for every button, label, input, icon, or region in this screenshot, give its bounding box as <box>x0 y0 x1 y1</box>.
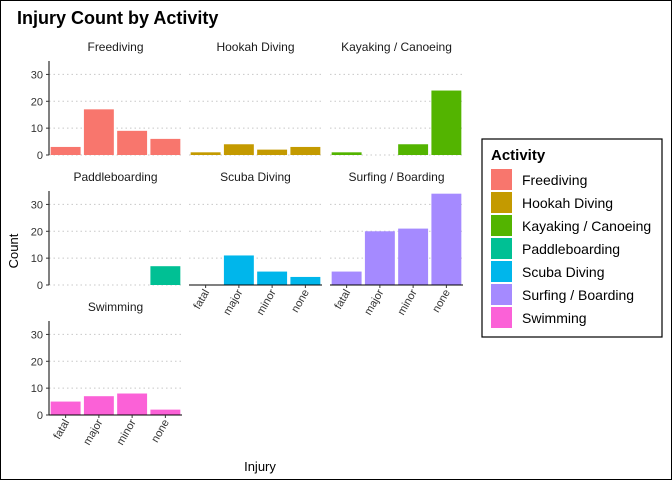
panel-scuba-diving: Scuba Diving fatal major minor none <box>189 170 322 317</box>
bar-freediving-fatal <box>50 146 81 155</box>
panel-title-surfing-boarding: Surfing / Boarding <box>348 170 444 184</box>
x-tick-label: major <box>362 287 386 317</box>
chart-title: Injury Count by Activity <box>17 8 218 28</box>
bar-freediving-minor <box>117 130 148 155</box>
panel-hookah-diving: Hookah Diving <box>189 40 322 156</box>
bar-surfing-boarding-minor <box>398 228 429 285</box>
bar-hookah-diving-minor <box>257 149 288 155</box>
legend-label-hookah-diving: Hookah Diving <box>522 195 613 211</box>
bar-scuba-diving-major <box>223 255 254 285</box>
bar-kayaking-canoeing-fatal <box>331 152 362 155</box>
panel-title-scuba-diving: Scuba Diving <box>220 170 291 184</box>
bar-kayaking-canoeing-none <box>431 90 462 155</box>
bar-hookah-diving-fatal <box>190 152 221 155</box>
x-tick-label: fatal <box>191 288 212 312</box>
legend-items: Freediving Hookah Diving Kayaking / Canoei… <box>491 169 651 328</box>
x-tick-label: minor <box>255 287 279 317</box>
legend-swatch-kayaking-canoeing <box>491 215 512 236</box>
x-tick-label: major <box>81 417 105 447</box>
panel-title-freediving: Freediving <box>87 40 143 54</box>
bar-kayaking-canoeing-minor <box>398 144 429 155</box>
panel-title-hookah-diving: Hookah Diving <box>216 40 294 54</box>
y-tick-label: 20 <box>31 356 43 368</box>
x-tick-label: none <box>289 288 312 315</box>
bar-swimming-major <box>83 396 114 415</box>
y-tick-label: 10 <box>31 383 43 395</box>
bar-swimming-none <box>150 409 181 415</box>
bar-freediving-major <box>83 109 114 155</box>
bar-freediving-none <box>150 138 181 155</box>
y-tick-label: 10 <box>31 123 43 135</box>
y-tick-label: 0 <box>37 280 43 292</box>
bar-hookah-diving-major <box>223 144 254 155</box>
legend-swatch-surfing-boarding <box>491 284 512 305</box>
x-tick-label: fatal <box>51 418 72 442</box>
y-tick-label: 0 <box>37 410 43 422</box>
legend-label-scuba-diving: Scuba Diving <box>522 264 605 280</box>
legend-label-paddleboarding: Paddleboarding <box>522 241 620 257</box>
legend-label-kayaking-canoeing: Kayaking / Canoeing <box>522 218 651 234</box>
bar-scuba-diving-none <box>290 276 321 285</box>
y-tick-label: 20 <box>31 226 43 238</box>
x-tick-label: minor <box>396 287 420 317</box>
panel-freediving: Freediving 0 10 20 30 <box>31 40 182 162</box>
y-tick-label: 0 <box>37 150 43 162</box>
legend-swatch-freediving <box>491 169 512 190</box>
panel-kayaking-canoeing: Kayaking / Canoeing <box>330 40 463 156</box>
bar-surfing-boarding-none <box>431 193 462 285</box>
panel-swimming: Swimming 0 10 20 30 fatal major minor none <box>31 300 182 447</box>
bar-hookah-diving-none <box>290 146 321 155</box>
legend-swatch-scuba-diving <box>491 261 512 282</box>
legend: Activity Freediving Hookah Diving Kayaking… <box>481 138 663 338</box>
legend-swatch-paddleboarding <box>491 238 512 259</box>
x-tick-label: minor <box>115 417 139 447</box>
panel-title-swimming: Swimming <box>88 300 143 314</box>
y-tick-label: 30 <box>31 329 43 341</box>
bar-surfing-boarding-fatal <box>331 271 362 285</box>
y-tick-label: 30 <box>31 69 43 81</box>
legend-title: Activity <box>491 147 546 164</box>
bar-surfing-boarding-major <box>364 231 395 285</box>
panel-title-kayaking-canoeing: Kayaking / Canoeing <box>341 40 452 54</box>
legend-label-freediving: Freediving <box>522 172 587 188</box>
bar-scuba-diving-minor <box>257 271 288 285</box>
x-tick-label: major <box>221 287 245 317</box>
x-tick-label: none <box>149 418 172 445</box>
legend-label-swimming: Swimming <box>522 310 587 326</box>
panel-paddleboarding: Paddleboarding 0 10 20 30 <box>31 170 182 292</box>
legend-label-surfing-boarding: Surfing / Boarding <box>522 287 634 303</box>
panel-title-paddleboarding: Paddleboarding <box>73 170 157 184</box>
x-tick-label: fatal <box>332 288 353 312</box>
bar-paddleboarding-none <box>150 266 181 285</box>
x-tick-label: none <box>430 288 453 315</box>
x-axis-title: Injury <box>244 459 276 474</box>
y-tick-label: 30 <box>31 199 43 211</box>
y-tick-label: 10 <box>31 253 43 265</box>
legend-swatch-swimming <box>491 307 512 328</box>
facet-panels: Freediving 0 10 20 30 Hookah Diving Kayaking /… <box>31 40 463 447</box>
bar-swimming-fatal <box>50 401 81 415</box>
panel-surfing-boarding: Surfing / Boarding fatal major minor none <box>330 170 463 317</box>
bar-swimming-minor <box>117 393 148 415</box>
legend-swatch-hookah-diving <box>491 192 512 213</box>
y-tick-label: 20 <box>31 96 43 108</box>
y-axis-title: Count <box>6 233 21 268</box>
